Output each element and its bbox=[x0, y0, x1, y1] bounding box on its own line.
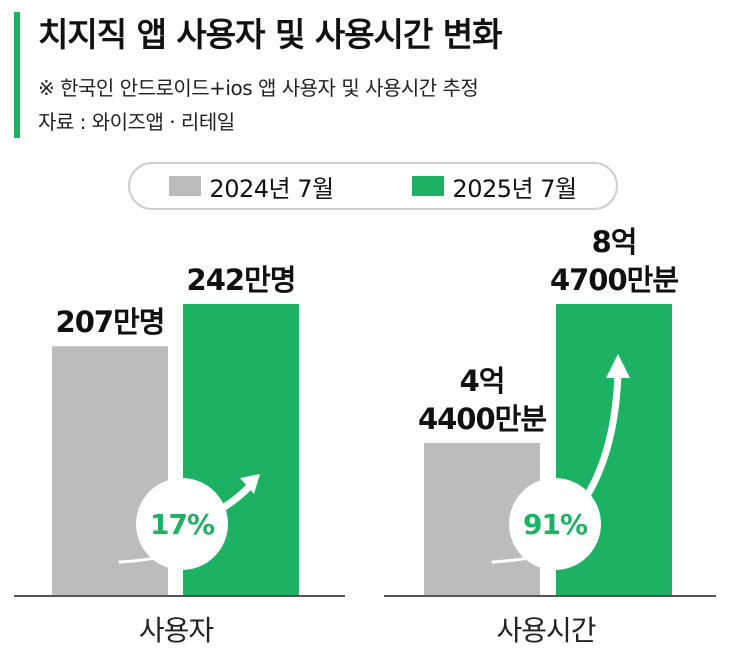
legend-swatch-2025 bbox=[412, 176, 445, 196]
legend-label-2024: 2024년 7월 bbox=[209, 174, 334, 203]
change-arrow-head-1 bbox=[606, 354, 630, 378]
legend-swatch-2024 bbox=[169, 176, 202, 196]
change-label-0: 17% bbox=[150, 508, 215, 541]
change-label-1: 91% bbox=[523, 508, 588, 541]
bar-label-0-1-0: 242만명 bbox=[187, 263, 296, 297]
legend-item-2024: 2024년 7월 bbox=[169, 169, 334, 204]
change-arrow-shaft-0 bbox=[212, 484, 252, 516]
chart-title: 치지직 앱 사용자 및 사용시간 변화 bbox=[38, 15, 502, 54]
change-circle-1 bbox=[509, 478, 601, 570]
change-arrow-head-0 bbox=[240, 474, 260, 494]
bar-label-1-0-0: 4억 bbox=[460, 364, 505, 398]
category-label-1: 사용시간 bbox=[496, 614, 595, 647]
chart-note: ※ 한국인 안드로이드+ios 앱 사용자 및 사용시간 추정 bbox=[38, 76, 479, 100]
bar-label-0-0-0: 207만명 bbox=[56, 305, 165, 339]
bar-label-1-1-0: 8억 bbox=[592, 225, 637, 259]
bar-label-1-1-1: 4700만분 bbox=[550, 263, 678, 297]
change-circle-0 bbox=[136, 478, 228, 570]
title-accent-bar bbox=[14, 12, 20, 138]
legend: 2024년 7월 2025년 7월 bbox=[128, 162, 618, 210]
bar-label-1-0-1: 4400만분 bbox=[418, 402, 546, 436]
legend-item-2025: 2025년 7월 bbox=[412, 169, 577, 204]
category-label-0: 사용자 bbox=[139, 614, 214, 647]
chart-source: 자료 : 와이즈앱 · 리테일 bbox=[38, 110, 235, 134]
legend-label-2025: 2025년 7월 bbox=[452, 174, 577, 203]
change-arrow-shaft-1 bbox=[579, 370, 622, 506]
